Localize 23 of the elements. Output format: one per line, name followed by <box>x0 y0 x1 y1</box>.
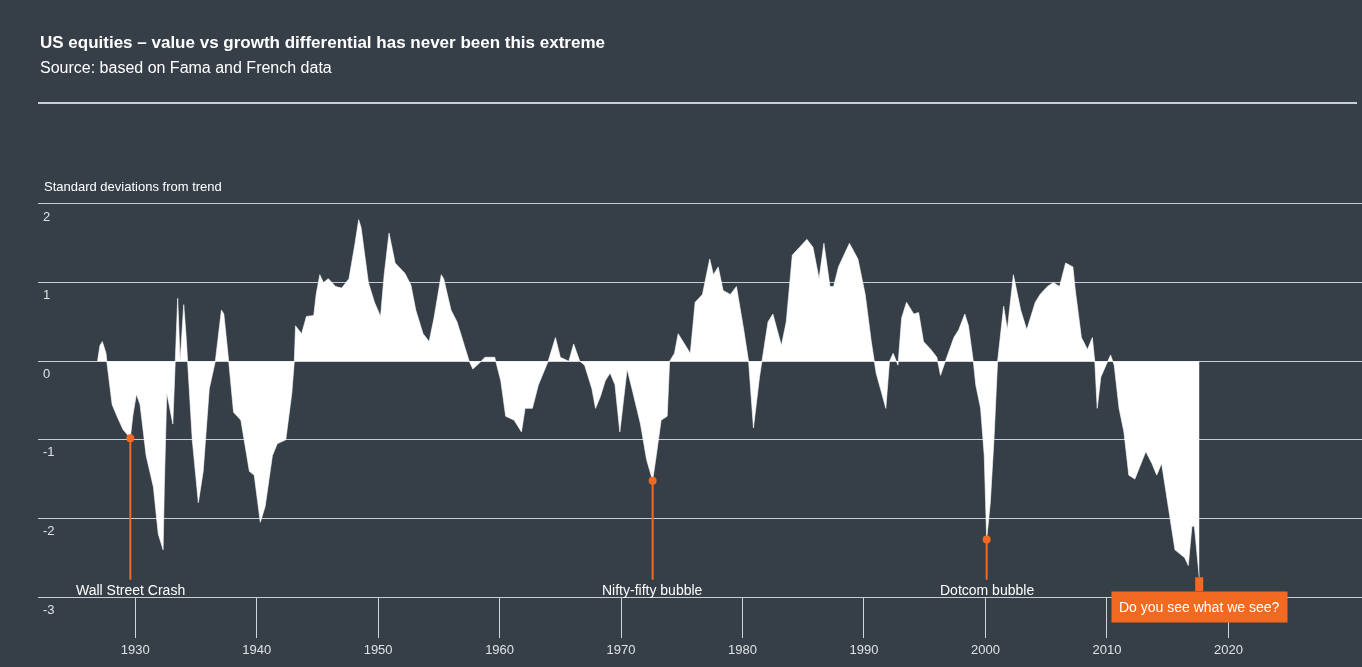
x-tick-label: 1970 <box>606 641 636 657</box>
y-tick-label: 2 <box>43 208 51 224</box>
x-tick-label: 2020 <box>1213 641 1243 657</box>
y-tick-label: 1 <box>43 287 51 303</box>
y-tick-label: -2 <box>43 522 55 538</box>
annotation: Dotcom bubble <box>940 582 1035 598</box>
y-tick-label: -1 <box>43 444 55 460</box>
annotation: Do you see what we see? <box>1119 599 1280 615</box>
x-tick-label: 1980 <box>728 641 757 657</box>
chart-subtitle: Source: based on Fama and French data <box>40 59 332 76</box>
x-tick-label: 2000 <box>970 641 1000 657</box>
x-tick-label: 1990 <box>849 641 879 657</box>
x-tick-label: 2010 <box>1092 641 1122 657</box>
x-tick-label: 1960 <box>485 641 515 657</box>
y-axis-title: Standard deviations from trend <box>44 179 222 194</box>
annotation: Nifty-fifty bubble <box>602 582 703 598</box>
y-tick-label: -3 <box>43 601 55 617</box>
x-tick-label: 1950 <box>363 641 393 657</box>
y-tick-label: 0 <box>43 365 51 381</box>
x-tick-label: 1930 <box>120 641 150 657</box>
annotation: Wall Street Crash <box>76 582 186 598</box>
x-tick-label: 1940 <box>242 641 272 657</box>
chart-title: US equities – value vs growth differential has never been this extreme <box>40 33 605 52</box>
